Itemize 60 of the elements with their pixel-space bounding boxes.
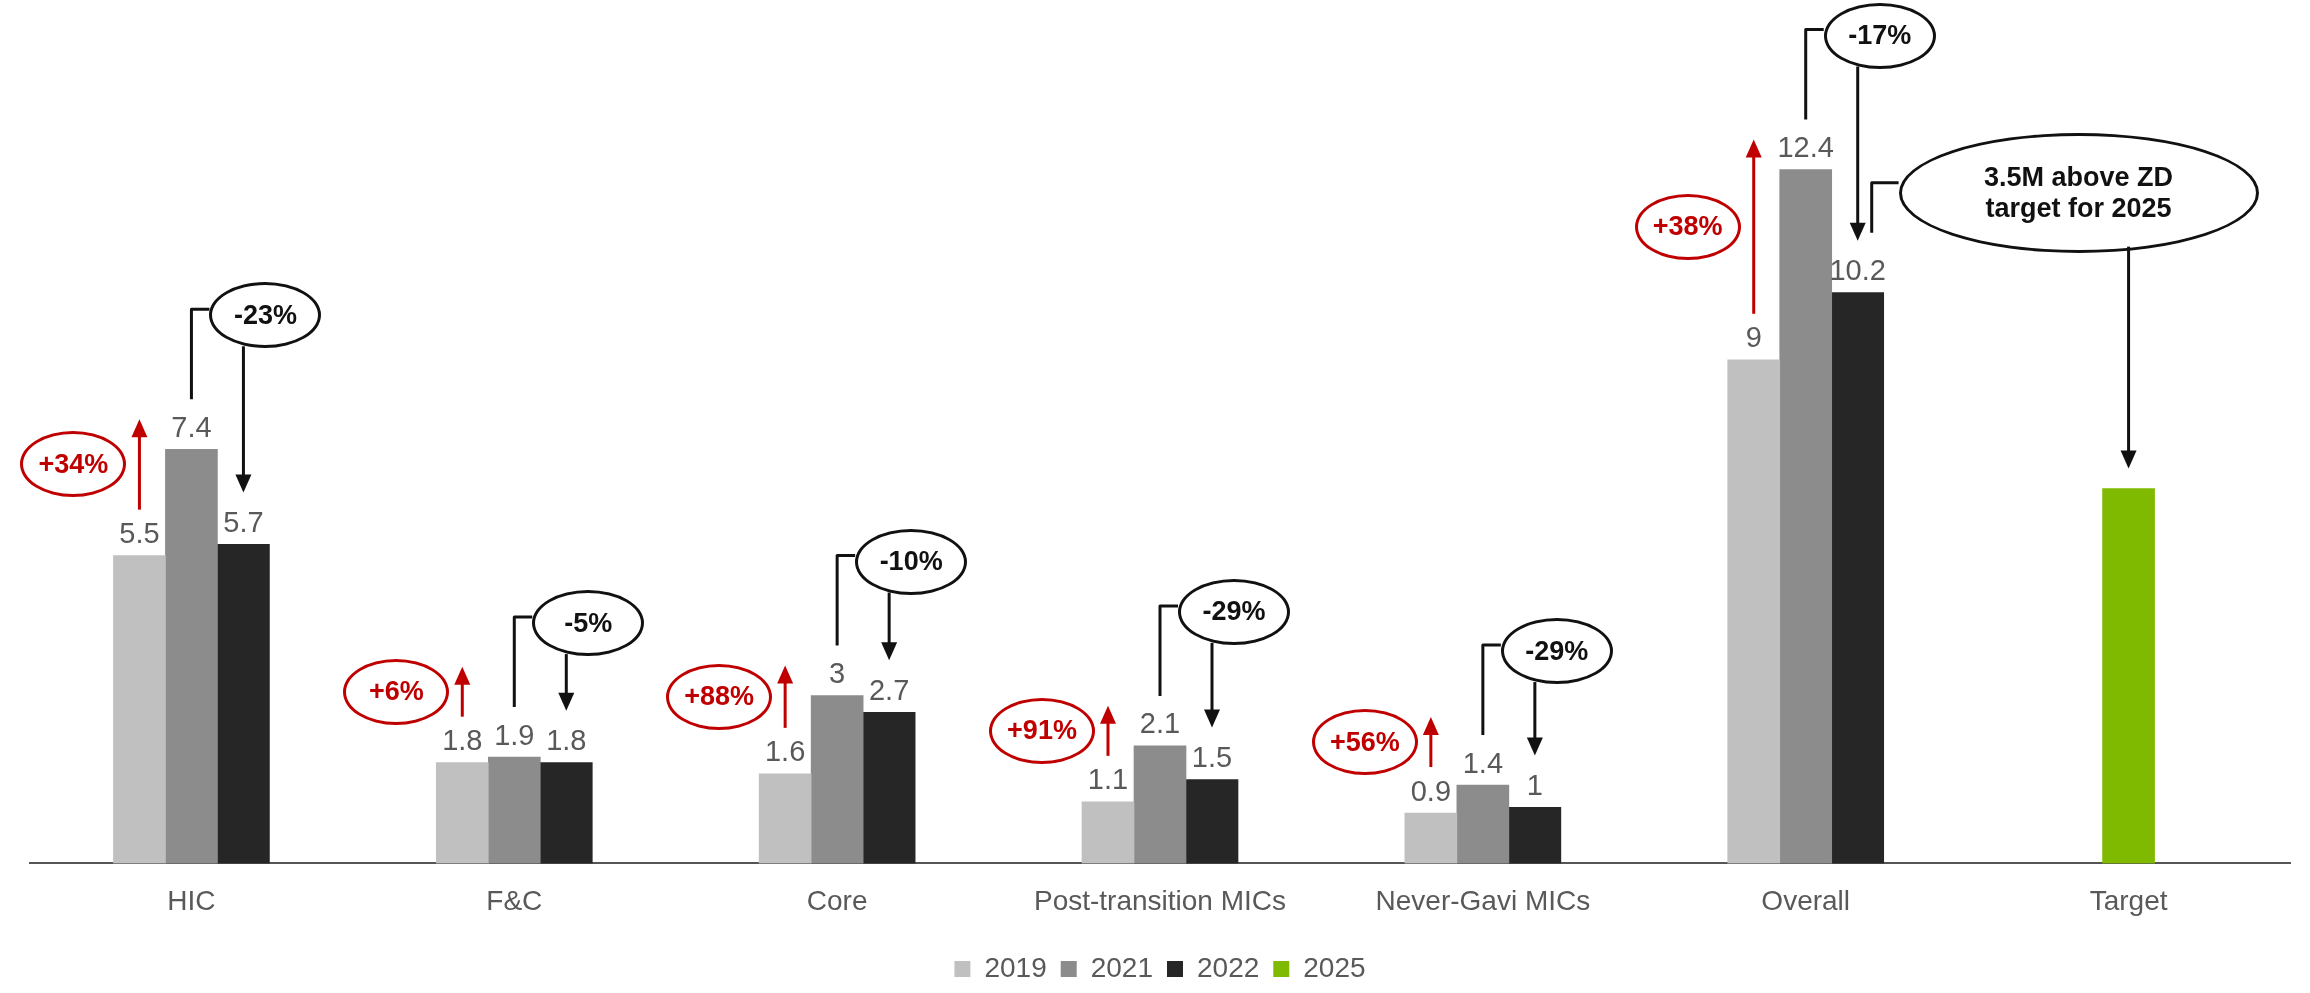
x-tick-label: Target <box>2089 884 2168 916</box>
bar <box>539 762 593 864</box>
annotation: -23% <box>209 282 322 349</box>
data-label: 0.9 <box>1410 774 1452 807</box>
annotation: -29% <box>1500 618 1613 685</box>
bar <box>1727 359 1781 864</box>
annotation: +6% <box>343 658 450 725</box>
annotation: 3.5M above ZD target for 2025 <box>1898 132 2259 253</box>
bar <box>165 448 218 864</box>
bar <box>487 756 541 864</box>
bar <box>1081 801 1135 864</box>
data-label: 1.5 <box>1191 740 1233 773</box>
annotation: +91% <box>989 697 1095 764</box>
bar <box>1404 812 1458 864</box>
x-tick-label: Post-transition MICs <box>1033 884 1287 916</box>
x-tick-label: Never-Gavi MICs <box>1375 884 1591 916</box>
annotation: +38% <box>1634 193 1741 260</box>
bar <box>435 762 489 864</box>
x-tick-label: Overall <box>1761 884 1851 916</box>
bar <box>1133 745 1187 864</box>
annotation: -5% <box>532 590 645 657</box>
bar <box>217 544 270 864</box>
data-label: 1.9 <box>494 718 535 751</box>
bar <box>758 773 812 864</box>
data-label: 7.4 <box>171 410 212 443</box>
annotation: +56% <box>1311 709 1418 776</box>
data-label: 1.6 <box>764 735 806 768</box>
data-label: 5.5 <box>119 517 160 550</box>
data-label: 3 <box>829 657 846 690</box>
data-label: 1.4 <box>1462 746 1504 779</box>
x-tick-label: F&C <box>486 884 543 916</box>
data-label: 9 <box>1745 321 1762 354</box>
data-label: 1.8 <box>546 724 587 757</box>
bar <box>1185 779 1239 864</box>
data-label: 2.1 <box>1139 707 1181 740</box>
annotation: +88% <box>666 663 773 730</box>
bar <box>1508 807 1562 864</box>
bar <box>113 555 166 864</box>
bar <box>1779 169 1833 864</box>
annotation: -29% <box>1178 578 1290 645</box>
x-tick-label: Core <box>806 884 868 916</box>
legend-label: 2025 <box>1303 951 1366 983</box>
data-label: 12.4 <box>1777 131 1834 164</box>
text: -17% <box>1823 2 1936 69</box>
data-label: 1.8 <box>442 724 483 757</box>
data-label: 5.7 <box>223 505 264 538</box>
legend-label: 2021 <box>1090 951 1154 983</box>
x-tick-label: HIC <box>167 884 216 916</box>
data-label: 1.1 <box>1087 763 1129 796</box>
annotation: +34% <box>20 431 127 498</box>
data-label: 2.7 <box>868 673 910 706</box>
data-label: 1 <box>1526 768 1543 801</box>
legend-label: 2022 <box>1197 951 1260 983</box>
bar <box>1456 784 1510 864</box>
annotation: -10% <box>855 528 968 595</box>
bar <box>1831 292 1885 864</box>
bar <box>2102 488 2155 864</box>
legend-label: 2019 <box>984 951 1047 983</box>
bar <box>810 695 864 864</box>
bar <box>862 711 916 864</box>
